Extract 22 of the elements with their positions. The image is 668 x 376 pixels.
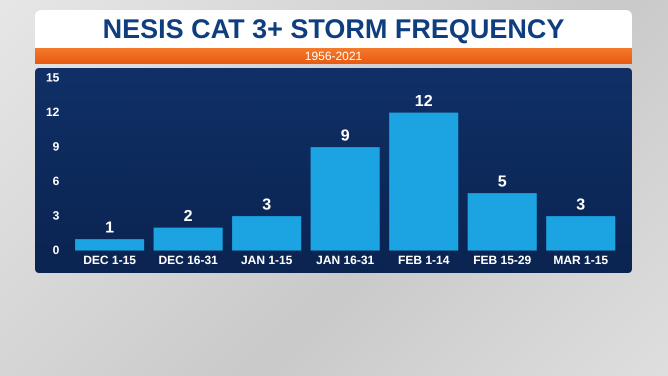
y-tick-label: 3 <box>52 208 60 222</box>
y-tick-label: 6 <box>52 174 60 188</box>
x-tick-label: DEC 16-31 <box>158 253 218 268</box>
data-label: 12 <box>414 93 433 110</box>
y-tick-label: 0 <box>52 242 60 257</box>
chart-subtitle: 1956-2021 <box>35 48 632 64</box>
data-label: 1 <box>105 220 114 237</box>
chart-title: NESIS CAT 3+ STORM FREQUENCY <box>35 10 632 48</box>
x-tick-label: MAR 1-15 <box>553 253 608 268</box>
x-tick-label: JAN 1-15 <box>240 253 293 268</box>
y-tick-label: 15 <box>46 70 60 85</box>
y-tick-label: 12 <box>46 104 60 119</box>
data-label: 2 <box>184 208 193 226</box>
x-tick-label: JAN 16-31 <box>316 253 375 268</box>
y-tick-label: 9 <box>52 139 60 154</box>
x-tick-label: FEB 15-29 <box>473 253 532 268</box>
data-label: 3 <box>262 196 272 214</box>
x-tick-label: FEB 1-14 <box>398 253 450 268</box>
data-label: 5 <box>498 174 507 191</box>
data-label: 9 <box>340 128 350 145</box>
x-tick-label: DEC 1-15 <box>83 253 136 268</box>
data-label: 3 <box>576 196 586 214</box>
